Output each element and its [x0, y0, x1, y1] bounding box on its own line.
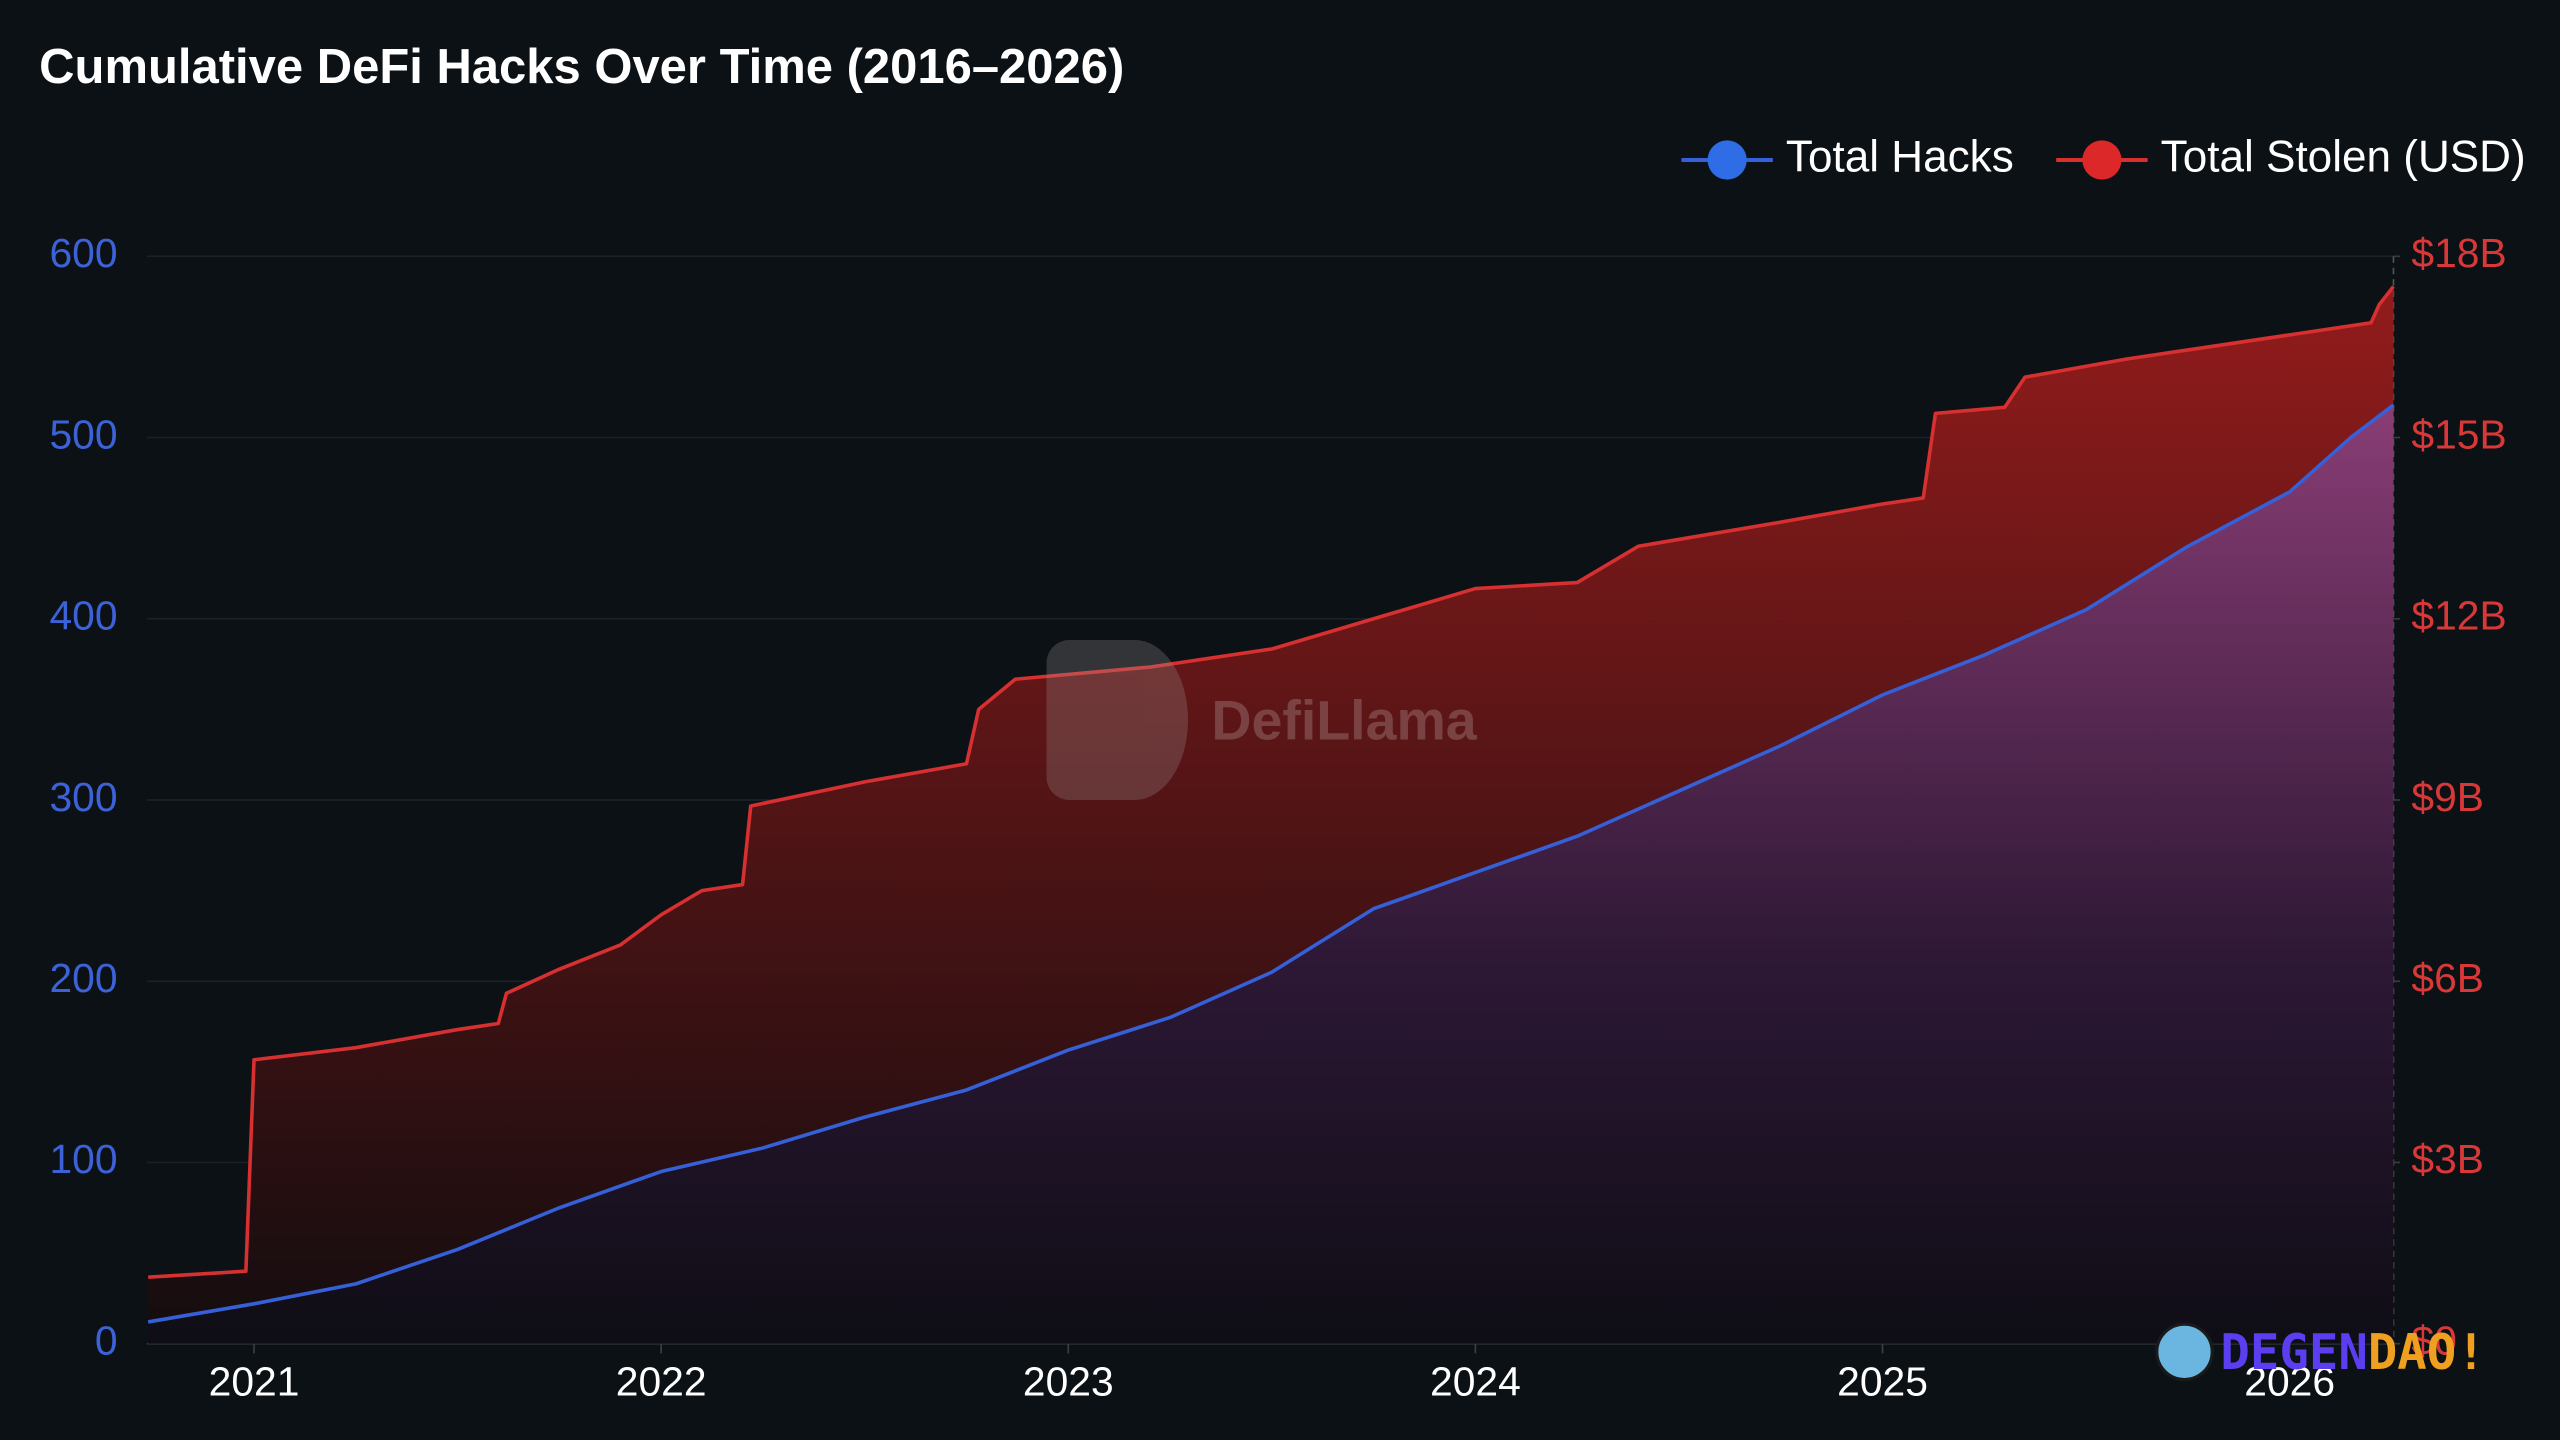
badge-second: DAO! [2368, 1324, 2486, 1381]
y-tick-label: 400 [49, 593, 117, 639]
plot: 0 100 200 300 400 500 600 $0 $3B $6B $9B $12B $15B $1… [49, 230, 2506, 1404]
y-tick-label: 500 [49, 411, 117, 457]
y-tick-label: 600 [49, 230, 117, 276]
x-tick-label: 2025 [1837, 1358, 1928, 1404]
series-line [148, 285, 2395, 1280]
legend-marker [1707, 140, 1747, 180]
badge: DEGENDAO! [2155, 1322, 2486, 1382]
y-tick-label: 200 [49, 955, 117, 1001]
series-line [147, 403, 2395, 1324]
legend: Total Stolen (USD) Total Hacks [1681, 133, 2526, 182]
x-tick-label: 2026 [2244, 1358, 2335, 1404]
x-tick-label: 2023 [1023, 1358, 1114, 1404]
y2-tick-label: $6B [2411, 955, 2484, 1001]
x-tick-label: 2022 [616, 1358, 707, 1404]
y2-tick-label: $12B [2411, 593, 2506, 639]
legend-marker [2082, 140, 2122, 180]
watermark-text: DefiLlama [1211, 690, 1477, 752]
y-tick-label: 100 [49, 1136, 117, 1182]
watermark-icon [1046, 640, 1189, 800]
y2-tick-label: $9B [2411, 774, 2484, 820]
x-tick-label: 2021 [209, 1358, 300, 1404]
y-tick-label: 0 [95, 1317, 118, 1363]
y2-tick-label: $0 [2411, 1317, 2456, 1363]
y2-tick-label: $3B [2411, 1136, 2484, 1182]
y2-tick-label: $18B [2411, 230, 2506, 276]
x-tick-label: 2024 [1430, 1358, 1521, 1404]
series-area [148, 404, 2394, 1344]
y-tick-label: 300 [49, 774, 117, 820]
watermark: DefiLlama [1046, 640, 1478, 800]
legend-label: Total Hacks [1786, 133, 2014, 182]
y2-tick-label: $15B [2411, 411, 2506, 457]
legend-label: Total Stolen (USD) [2161, 133, 2526, 182]
badge-text: DEGENDAO! [2220, 1324, 2485, 1381]
chart-title: Cumulative DeFi Hacks Over Time (2016–20… [39, 40, 1124, 94]
badge-icon [2155, 1322, 2214, 1382]
badge-first: DEGEN [2220, 1324, 2367, 1381]
